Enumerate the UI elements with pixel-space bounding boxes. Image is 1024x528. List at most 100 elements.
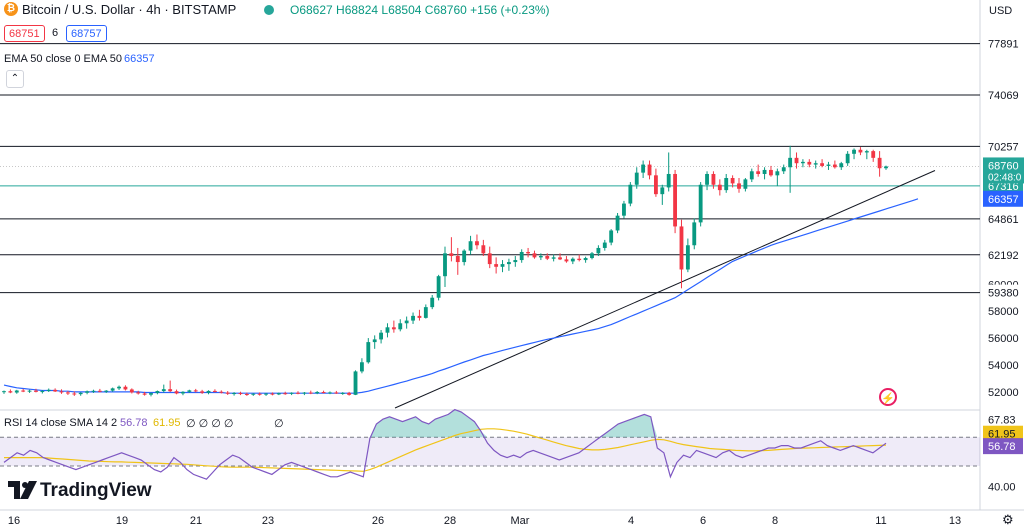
candle-body xyxy=(570,258,575,262)
level-label-text: 62192 xyxy=(988,250,1019,262)
candle xyxy=(788,145,793,193)
candle xyxy=(769,165,773,177)
rsi-axis-label: 40.00 xyxy=(988,481,1016,493)
candle xyxy=(270,392,275,396)
settings-gear-icon[interactable]: ⚙ xyxy=(1002,512,1014,527)
rsi-sma-label: 61.95 xyxy=(983,425,1023,442)
candle xyxy=(104,390,109,393)
currency-label[interactable]: USD xyxy=(989,5,1013,17)
candle xyxy=(334,390,339,394)
level-label-bg xyxy=(983,87,1023,104)
candle xyxy=(2,390,6,394)
time-axis-label: 8 xyxy=(772,515,778,527)
candle-body xyxy=(174,391,179,394)
rsi-overbought-fill xyxy=(369,409,488,438)
candle-body xyxy=(749,171,754,180)
candle-body xyxy=(123,386,128,390)
candle xyxy=(8,389,13,394)
candle xyxy=(181,391,185,396)
candle-body xyxy=(494,264,499,267)
candle-body xyxy=(110,388,115,391)
candle xyxy=(743,178,748,192)
time-axis-label: 6 xyxy=(700,515,706,527)
level-label-text: 64861 xyxy=(988,214,1019,226)
candle-body xyxy=(27,390,32,392)
candle xyxy=(858,147,863,156)
candle-body xyxy=(161,389,166,392)
candle-body xyxy=(251,393,256,395)
candle xyxy=(641,160,646,179)
candle-body xyxy=(500,264,505,267)
candle-body xyxy=(104,390,109,392)
rsi-value-label-bg xyxy=(983,438,1023,455)
ema-legend-label[interactable]: EMA 50 close 0 EMA 50 xyxy=(4,53,123,65)
candles-group xyxy=(2,145,888,397)
bid-button[interactable]: 68751 xyxy=(4,25,45,42)
candle xyxy=(398,319,403,332)
candle xyxy=(411,312,415,324)
candle xyxy=(679,219,684,289)
candle-body xyxy=(302,392,307,394)
collapse-legend-icon[interactable]: ⌃ xyxy=(6,70,24,88)
candle-body xyxy=(334,392,339,394)
symbol-title[interactable]: Bitcoin / U.S. Dollar · 4h · BITSTAMP xyxy=(22,2,237,17)
candle-body xyxy=(149,393,153,395)
candle xyxy=(487,246,492,269)
candle xyxy=(551,254,556,262)
candle xyxy=(711,171,716,189)
spread-value: 6 xyxy=(52,27,59,39)
candle xyxy=(40,389,45,394)
candle xyxy=(468,235,473,255)
candle-body xyxy=(430,297,435,308)
candle xyxy=(717,179,722,196)
candle-body xyxy=(743,179,748,189)
countdown-text: 02:48:0 xyxy=(988,172,1022,183)
candle xyxy=(244,392,249,396)
candle xyxy=(65,390,70,395)
candle-body xyxy=(590,253,594,259)
candle xyxy=(289,392,294,396)
candle xyxy=(775,168,780,187)
candle xyxy=(142,391,147,396)
candle xyxy=(232,392,237,396)
rsi-legend-label[interactable]: RSI 14 close SMA 14 2 xyxy=(4,417,118,429)
level-label-text: 70257 xyxy=(988,141,1019,153)
candle xyxy=(436,274,441,301)
candle-body xyxy=(609,230,614,243)
candle xyxy=(622,200,626,219)
candle-body xyxy=(628,184,633,204)
candle-body xyxy=(206,390,211,393)
candle-body xyxy=(21,390,26,392)
candle xyxy=(85,390,90,395)
candle xyxy=(449,237,454,262)
candle xyxy=(500,260,505,273)
candle-body xyxy=(692,222,697,246)
candle xyxy=(475,234,479,250)
candle-body xyxy=(8,391,13,393)
level-label-bg xyxy=(983,35,1023,52)
flash-alert-icon[interactable]: ⚡ xyxy=(879,388,897,406)
candle xyxy=(455,247,460,275)
candle-body xyxy=(232,393,237,395)
candle xyxy=(155,390,160,395)
ask-button[interactable]: 68757 xyxy=(66,25,107,42)
candle xyxy=(481,239,486,257)
candle xyxy=(340,392,345,395)
candle-body xyxy=(858,149,863,153)
candle xyxy=(366,338,371,364)
trendline xyxy=(394,170,936,409)
candle-body xyxy=(264,393,268,395)
tradingview-logo-text: TradingView xyxy=(40,480,152,501)
candle-body xyxy=(532,253,537,258)
candle xyxy=(864,149,869,160)
ema-price-label: 66357 xyxy=(983,190,1023,207)
candle-body xyxy=(34,390,38,392)
rsi-sma-line xyxy=(4,428,887,472)
candle-body xyxy=(839,163,844,168)
candle xyxy=(296,391,300,395)
candle-body xyxy=(724,178,729,191)
candle-body xyxy=(436,276,441,298)
time-axis-label: 19 xyxy=(116,515,128,527)
candle xyxy=(462,249,467,266)
